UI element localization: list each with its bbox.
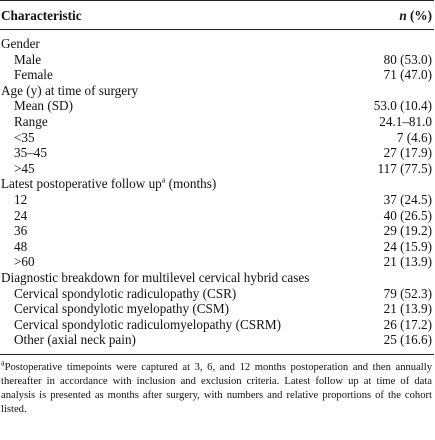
table-body: Gender Male 80 (53.0) Female 71 (47.0) A… xyxy=(0,30,434,354)
section-heading-label: Latest postoperative follow upa (months) xyxy=(0,176,434,192)
row-label: Cervical spondylotic radiculomyelopathy … xyxy=(14,316,282,332)
table-row: >45 117 (77.5) xyxy=(0,161,434,177)
row-value: 26 (17.2) xyxy=(383,316,432,332)
row-label: 35–45 xyxy=(14,145,47,161)
table-row: 12 37 (24.5) xyxy=(0,192,434,208)
row-label: 12 xyxy=(14,191,28,207)
table-row: 48 24 (15.9) xyxy=(0,239,434,255)
row-value: 79 (52.3) xyxy=(383,285,432,301)
section-heading-label: Gender xyxy=(1,36,40,51)
header-n-percent: n (%) xyxy=(330,0,434,30)
table-row: Female 71 (47.0) xyxy=(0,67,434,83)
row-value: 53.0 (10.4) xyxy=(373,98,432,114)
footnote-text: Postoperative timepoints were captured a… xyxy=(1,361,432,416)
followup-heading-suffix: (months) xyxy=(165,176,217,192)
row-label: 36 xyxy=(14,223,28,239)
row-value: 7 (4.6) xyxy=(396,129,432,145)
section-heading-label: Age (y) at time of surgery xyxy=(1,82,139,98)
row-label: Cervical spondylotic radiculopathy (CSR) xyxy=(14,285,237,301)
row-label: >60 xyxy=(14,254,35,270)
table-row: Cervical spondylotic radiculopathy (CSR)… xyxy=(0,286,434,302)
section-heading-gender: Gender xyxy=(0,30,434,52)
row-value: 21 (13.9) xyxy=(383,254,432,270)
row-value: 80 (53.0) xyxy=(383,51,432,67)
table-row: Cervical spondylotic myelopathy (CSM) 21… xyxy=(0,301,434,317)
row-value: 25 (16.6) xyxy=(383,332,432,348)
row-label: >45 xyxy=(14,160,35,176)
characteristics-table: Characteristic n (%) Gender Male 80 (53.… xyxy=(0,0,434,354)
footnote-marker: a xyxy=(1,358,5,368)
table-header: Characteristic n (%) xyxy=(0,0,434,30)
section-heading-diagnosis: Diagnostic breakdown for multilevel cerv… xyxy=(0,270,434,286)
row-value: 27 (17.9) xyxy=(383,145,432,161)
table-row: 36 29 (19.2) xyxy=(0,223,434,239)
row-label: Range xyxy=(14,113,48,129)
section-heading-label: Diagnostic breakdown for multilevel cerv… xyxy=(1,269,310,285)
section-heading-age: Age (y) at time of surgery xyxy=(0,83,434,99)
table-row: Other (axial neck pain) 25 (16.6) xyxy=(0,332,434,354)
table-row: 35–45 27 (17.9) xyxy=(0,145,434,161)
followup-heading-text: Latest postoperative follow up xyxy=(1,176,162,192)
row-label: 48 xyxy=(14,238,28,254)
row-value: 24 (15.9) xyxy=(383,238,432,254)
table-bottom-rule xyxy=(0,353,434,355)
row-label: Female xyxy=(14,67,53,83)
row-value: 71 (47.0) xyxy=(383,67,432,83)
footnote-marker: a xyxy=(161,175,166,185)
header-n: n xyxy=(399,7,407,23)
row-label: Male xyxy=(14,51,42,67)
row-value: 40 (26.5) xyxy=(383,207,432,223)
header-row: Characteristic n (%) xyxy=(0,0,434,30)
table-row: Male 80 (53.0) xyxy=(0,52,434,68)
row-value: 24.1–81.0 xyxy=(379,113,432,129)
table-row: Range 24.1–81.0 xyxy=(0,114,434,130)
table-row: <35 7 (4.6) xyxy=(0,130,434,146)
table-row: >60 21 (13.9) xyxy=(0,254,434,270)
header-characteristic: Characteristic xyxy=(0,0,330,30)
table-footnote: aPostoperative timepoints were captured … xyxy=(0,355,434,418)
row-label: Other (axial neck pain) xyxy=(14,332,136,348)
table-row: Mean (SD) 53.0 (10.4) xyxy=(0,98,434,114)
row-value: 29 (19.2) xyxy=(383,223,432,239)
table-row: 24 40 (26.5) xyxy=(0,208,434,224)
row-label: Mean (SD) xyxy=(14,98,73,114)
row-label: <35 xyxy=(14,129,35,145)
row-value: 37 (24.5) xyxy=(383,191,432,207)
row-label: Cervical spondylotic myelopathy (CSM) xyxy=(14,301,229,317)
section-heading-followup: Latest postoperative follow upa (months) xyxy=(0,176,434,192)
row-value: 117 (77.5) xyxy=(377,160,432,176)
header-percent: (%) xyxy=(406,7,432,23)
row-label: 24 xyxy=(14,207,28,223)
table-row: Cervical spondylotic radiculomyelopathy … xyxy=(0,317,434,333)
row-value: 21 (13.9) xyxy=(383,301,432,317)
